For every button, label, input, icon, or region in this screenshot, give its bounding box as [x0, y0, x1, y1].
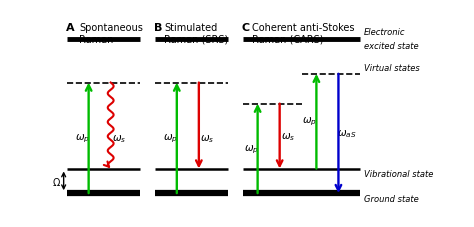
Text: $\omega_{aS}$: $\omega_{aS}$ [337, 128, 357, 140]
Text: $\bf{C}$: $\bf{C}$ [241, 20, 250, 32]
Text: Spontaneous: Spontaneous [80, 22, 143, 32]
Text: Vibrational state: Vibrational state [364, 170, 434, 179]
Text: excited state: excited state [364, 42, 419, 51]
Text: $\omega_p$: $\omega_p$ [163, 132, 178, 144]
Text: $\omega_s$: $\omega_s$ [200, 132, 214, 144]
Text: $\omega_s$: $\omega_s$ [281, 131, 295, 142]
Text: Stimulated: Stimulated [164, 22, 217, 32]
Text: Virtual states: Virtual states [364, 64, 420, 73]
Text: $\bf{B}$: $\bf{B}$ [153, 20, 163, 32]
Text: Coherent anti-Stokes: Coherent anti-Stokes [252, 22, 355, 32]
Text: Raman: Raman [80, 35, 114, 45]
Text: $\bf{A}$: $\bf{A}$ [65, 20, 75, 32]
Text: $\Omega$: $\Omega$ [52, 175, 61, 187]
Text: $\omega_p$: $\omega_p$ [302, 116, 317, 128]
Text: Ground state: Ground state [364, 194, 419, 203]
Text: $\omega_s$: $\omega_s$ [111, 132, 126, 144]
Text: $\omega_p$: $\omega_p$ [74, 132, 90, 144]
Text: $\omega_p$: $\omega_p$ [244, 143, 258, 155]
Text: Raman (SRS): Raman (SRS) [164, 35, 228, 45]
Text: Raman (CARS): Raman (CARS) [252, 35, 324, 45]
Text: Electronic: Electronic [364, 28, 406, 37]
